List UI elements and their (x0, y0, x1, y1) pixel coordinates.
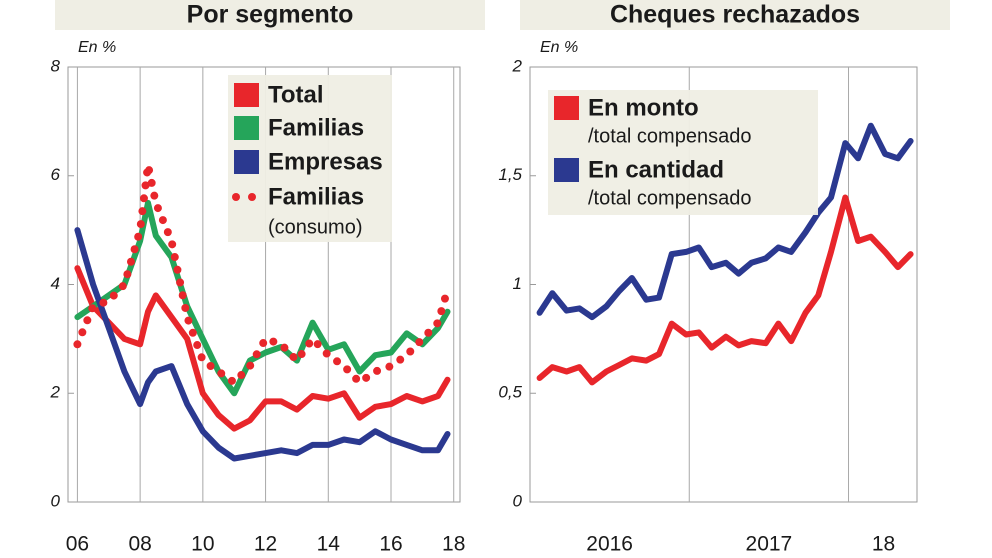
x-tick-label: 06 (66, 533, 89, 556)
legend-label: En monto (588, 94, 699, 121)
chart-title: Cheques rechazados (610, 1, 860, 29)
series-line (74, 227, 451, 462)
legend-symbol (234, 116, 259, 140)
y-tick-label: 8 (51, 56, 61, 75)
x-tick-label: 18 (872, 533, 895, 556)
legend-label: En cantidad (588, 156, 724, 183)
legend-note: /total compensado (588, 187, 751, 209)
y-axis-label: En % (78, 39, 116, 56)
series-line (74, 265, 451, 432)
y-tick-label: 2 (512, 56, 523, 75)
x-tick-label: 08 (128, 533, 151, 556)
y-tick-label: 1 (513, 274, 522, 293)
series-line (536, 194, 914, 386)
x-tick-label: 10 (191, 533, 214, 556)
y-tick-label: 0,5 (498, 383, 522, 402)
legend-box (548, 90, 818, 215)
y-axis-label: En % (540, 39, 578, 56)
y-tick-label: 4 (51, 274, 60, 293)
y-tick-label: 0 (51, 491, 61, 510)
legend-symbol (234, 150, 259, 174)
legend-symbol (554, 96, 579, 120)
legend-label: Total (268, 81, 324, 108)
x-tick-label: 16 (379, 533, 402, 556)
x-tick-label: 18 (442, 533, 465, 556)
series-line (536, 122, 914, 321)
legend-note: (consumo) (268, 216, 362, 238)
y-tick-label: 2 (50, 383, 61, 402)
legend-label: Familias (268, 114, 364, 141)
chart-title: Por segmento (187, 1, 354, 29)
y-tick-label: 0 (513, 491, 523, 510)
title-band (520, 0, 950, 30)
legend-symbol (232, 193, 240, 201)
x-tick-label: 2017 (746, 533, 793, 556)
legend-label: Empresas (268, 148, 383, 175)
legend-symbol (248, 193, 256, 201)
legend-label: Familias (268, 183, 364, 210)
x-tick-label: 12 (254, 533, 277, 556)
title-band (55, 0, 485, 30)
y-tick-label: 6 (51, 165, 61, 184)
x-tick-label: 2016 (586, 533, 633, 556)
series-line (73, 160, 452, 387)
legend-symbol (554, 158, 579, 182)
x-tick-label: 14 (317, 533, 341, 556)
legend-symbol (234, 83, 259, 107)
y-tick-label: 1,5 (498, 165, 522, 184)
legend-note: /total compensado (588, 125, 751, 147)
